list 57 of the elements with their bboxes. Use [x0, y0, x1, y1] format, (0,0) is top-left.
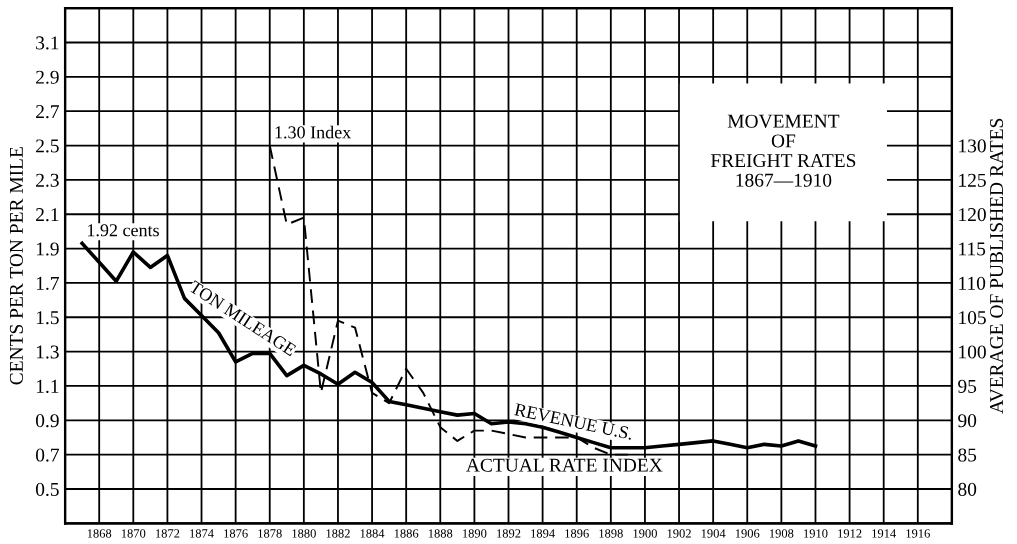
x-tick-label: 1870	[121, 529, 146, 538]
y-tick-label: 1.1	[36, 379, 59, 393]
annotation: REVENUE U.S.	[514, 403, 634, 440]
y-tick-label: 2.1	[36, 208, 59, 222]
x-tick-label: 1906	[735, 529, 760, 538]
x-tick-label: 1886	[394, 529, 419, 538]
y-tick-label: 2.5	[36, 139, 59, 153]
x-tick-label: 1908	[769, 529, 794, 538]
annotation: 1.92 cents	[87, 224, 159, 237]
x-tick-label: 1910	[804, 529, 828, 538]
series-label: ACTUAL RATE INDEX	[466, 458, 663, 472]
y2-tick-label: 125	[959, 173, 986, 187]
y-tick-label: 0.5	[35, 482, 59, 497]
x-tick-label: 1892	[497, 529, 521, 538]
x-tick-label: 1902	[667, 529, 691, 538]
y2-tick-label: 95	[958, 379, 977, 393]
y2-tick-label: 90	[958, 414, 977, 428]
y-tick-label: 1.7	[36, 276, 59, 290]
y2-tick-label: 115	[959, 242, 986, 256]
x-tick-label: 1912	[838, 529, 862, 538]
y2-tick-label: 80	[958, 482, 977, 496]
x-tick-label: 1878	[258, 529, 282, 538]
x-tick-label: 1900	[633, 529, 657, 538]
y2-tick-label: 105	[959, 311, 986, 325]
y-tick-label: 0.7	[35, 448, 59, 462]
x-tick-label: 1874	[190, 529, 214, 538]
x-tick-label: 1880	[292, 529, 316, 538]
x-tick-label: 1904	[701, 529, 726, 538]
x-tick-label: 1868	[87, 529, 112, 538]
y-tick-label: 1.3	[36, 345, 59, 359]
x-tick-label: 1890	[462, 529, 487, 538]
y-tick-label: 2.9	[36, 70, 59, 84]
x-tick-label: 1872	[156, 529, 180, 538]
x-tick-label: 1898	[599, 529, 623, 538]
annotation: MOVEMENT OF FREIGHT RATES 1867—1910	[710, 114, 856, 187]
y-tick-label: 2.3	[36, 173, 59, 187]
x-tick-label: 1884	[360, 529, 385, 538]
y2-tick-label: 110	[959, 276, 986, 290]
y2-axis-title: AVERAGE OF PUBLISHED RATES	[990, 118, 1004, 414]
y2-tick-label: 85	[958, 448, 977, 462]
y-tick-label: 1.5	[36, 311, 59, 325]
x-tick-label: 1896	[565, 529, 589, 538]
x-tick-label: 1888	[428, 529, 453, 538]
x-tick-label: 1882	[326, 529, 350, 538]
x-tick-label: 1894	[531, 529, 555, 538]
y-tick-label: 2.7	[36, 105, 59, 119]
y-tick-label: 0.9	[35, 414, 59, 428]
y-axis-title: CENTS PER TON PER MILE	[9, 147, 23, 385]
x-tick-label: 1916	[906, 529, 930, 538]
y2-tick-label: 120	[959, 208, 986, 222]
x-tick-label: 1876	[224, 529, 248, 538]
annotation: 1.30 Index	[275, 125, 351, 139]
y-tick-label: 3.1	[36, 36, 59, 50]
y2-tick-label: 100	[959, 345, 986, 359]
x-tick-label: 1914	[872, 529, 896, 538]
y2-tick-label: 130	[959, 139, 986, 153]
y-tick-label: 1.9	[36, 242, 59, 256]
